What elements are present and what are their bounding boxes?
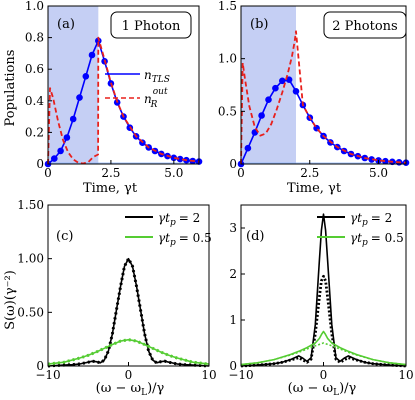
data-point [69,115,77,123]
y-tick-label: 0.6 [25,62,44,76]
xlabel-bottom-c: (ω − ωL)/γ [96,381,165,398]
series-dotted-overlay-1 [47,338,210,366]
y-tick-label: 0 [36,359,44,373]
box-2-photons-text: 2 Photons [332,19,397,34]
x-tick-label: 2.5 [300,166,319,180]
data-point [170,154,178,162]
panel-b-chart: 0 2.5 5.0 0 0.5 1.0 1.5 [218,0,410,180]
series-line-1 [47,36,200,165]
y-tick-label: 0.4 [25,94,44,108]
data-point [258,112,265,119]
axes-frame [240,5,407,165]
y-tick-label: 0.50 [17,305,44,319]
y-tick-label: 1.0 [218,52,237,66]
data-point [272,84,279,92]
panel-label-d: (d) [246,229,264,244]
data-point [76,94,83,101]
y-tick-label: 0.5 [218,104,237,118]
ylabel-top: Populations [3,50,18,127]
legend-c: γtp = 2 γtp = 0.5 [125,211,212,248]
data-point [265,96,272,103]
x-tick-label: 5.0 [164,166,183,180]
y-tick-label: 1.5 [218,0,237,13]
x-tick-label: 10 [201,368,216,382]
y-tick-label: 0 [229,157,237,171]
data-point [176,155,184,163]
data-point [244,144,252,152]
y-tick-label: 1.50 [17,198,44,212]
x-tick-label: 0 [237,166,245,180]
data-point [279,77,286,85]
series-line-1 [240,274,407,368]
x-tick-label: 5.0 [369,166,388,180]
x-tick-label: 0 [125,368,133,382]
x-tick-label: 2.5 [101,166,120,180]
y-tick-label: 1 [229,313,237,327]
series-line-0 [47,257,210,367]
legend-d-tp2: γtp = 2 [350,211,392,228]
y-tick-label: 1.0 [25,0,44,13]
y-tick-label: 3 [229,221,237,235]
y-tick-label: 1.00 [17,252,44,266]
x-tick-label: −10 [228,368,253,382]
series-line-3 [240,342,407,366]
data-point [82,73,90,80]
data-point [57,147,64,155]
panel-label-b: (b) [250,17,268,32]
data-point [285,76,293,83]
data-point [382,157,389,165]
x-tick-label: 0 [320,368,328,382]
axes-frame [47,5,200,165]
data-point [51,155,58,162]
x-tick-label: −10 [35,368,60,382]
y-tick-label: 0.2 [25,125,44,139]
x-tick-label: 0 [44,166,52,180]
y-tick-label: 2 [229,267,237,281]
box-1-photon: 1 Photon [110,11,192,39]
axes-frame [240,204,407,367]
ylabel-bottom: S(ω)(γ⁻²) [3,270,18,330]
y-tick-label: 0 [36,157,44,171]
panel-label-c: (c) [56,229,73,244]
legend-d-tp05: γtp = 0.5 [350,231,404,248]
data-point [368,156,375,163]
y-tick-label: 0.8 [25,31,44,45]
x-tick-label: 10 [398,368,413,382]
series-dotted-overlay-0 [47,255,210,368]
pulse-shade [48,6,99,164]
series-line-1 [47,338,210,365]
series-line-1 [240,30,407,165]
y-tick-label: 0 [229,359,237,373]
legend-ntls-label: nTLS [144,68,170,85]
legend-c-tp05: γtp = 0.5 [158,231,212,248]
data-point [292,88,300,95]
legend-d: γtp = 2 γtp = 0.5 [317,211,404,248]
box-1-photon-text: 1 Photon [122,19,181,34]
xlabel-top-b: Time, γt [287,181,342,196]
panel-label-a: (a) [57,17,75,32]
data-point [88,51,96,59]
legend-nr-label: nout R [144,87,168,110]
series-line-2 [240,330,407,366]
pulse-shade [241,6,296,164]
legend-top: nTLS nout R [105,68,170,110]
data-point [63,134,71,141]
panel-a-chart: 0 2.5 5.0 0 0.2 0.4 0.6 0.8 1.0 [25,0,203,180]
legend-c-tp2: γtp = 2 [158,211,200,228]
xlabel-bottom-d: (ω − ωL)/γ [288,381,357,398]
box-2-photons: 2 Photons [323,11,407,39]
xlabel-top-a: Time, γt [83,181,138,196]
